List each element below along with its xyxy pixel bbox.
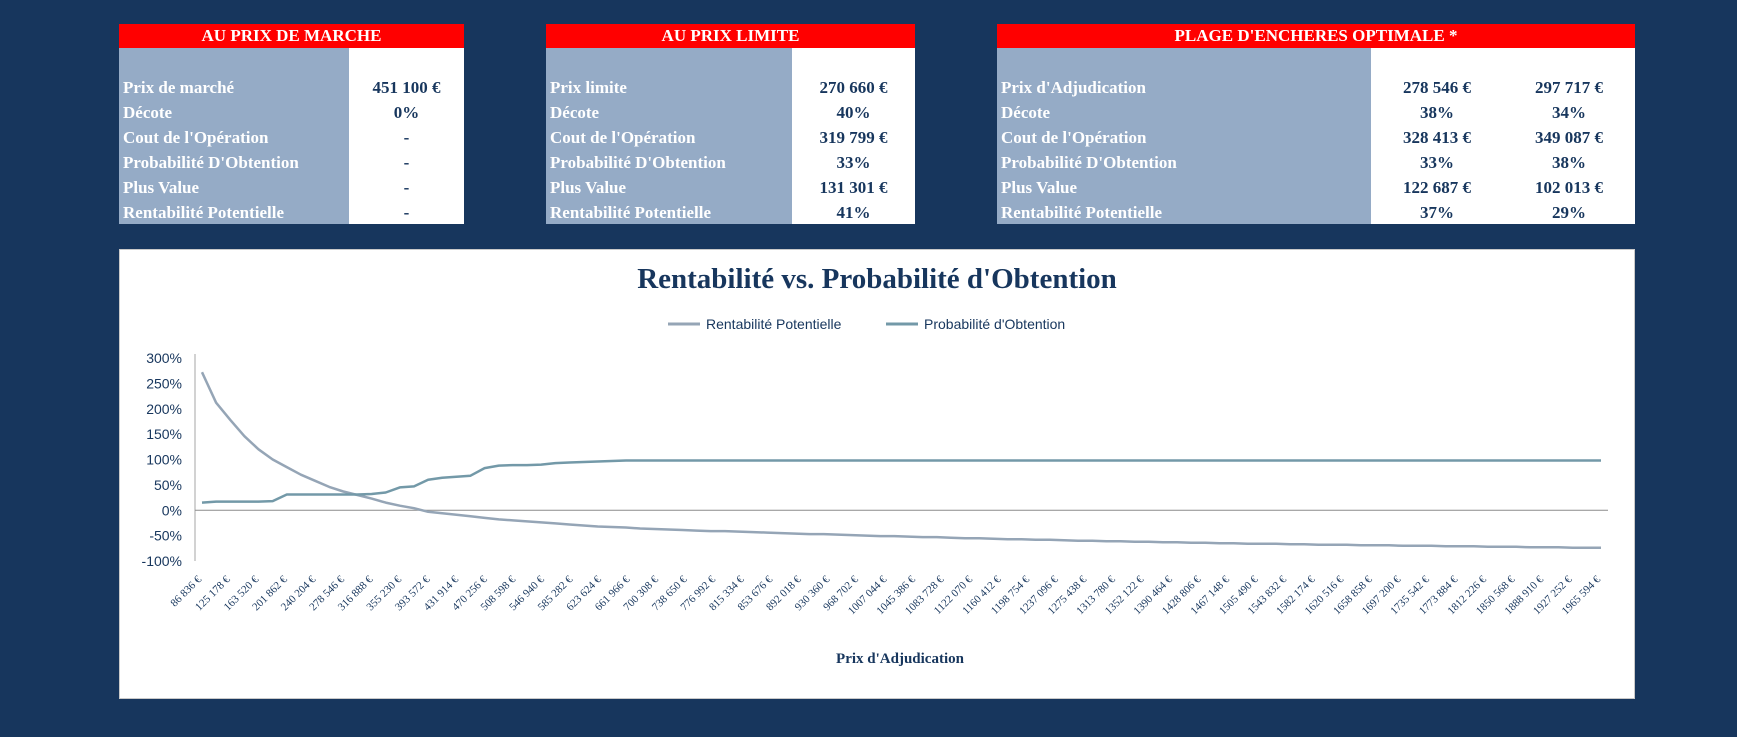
optimal-row-value: 34% [1552, 103, 1586, 122]
chart-title: Rentabilité vs. Probabilité d'Obtention [637, 263, 1117, 295]
line-chart: Rentabilité vs. Probabilité d'Obtention R… [142, 263, 1608, 667]
chart-container: Rentabilité vs. Probabilité d'Obtention R… [119, 249, 1635, 699]
panel-market-values [349, 48, 464, 224]
market-row-label: Décote [123, 103, 173, 122]
market-row-label: Cout de l'Opération [123, 128, 269, 147]
panel-market-labels [119, 48, 349, 224]
limit-row-value: 270 660 € [819, 78, 888, 97]
limit-row-value: 40% [836, 103, 871, 122]
limit-row-value: 319 799 € [819, 128, 888, 147]
panel-optimal-labels [997, 48, 1371, 224]
series-line-rentabilite [200, 371, 1601, 550]
market-row-label: Rentabilité Potentielle [123, 203, 284, 222]
market-row-value: 451 100 € [372, 78, 441, 97]
limit-row-label: Cout de l'Opération [550, 128, 696, 147]
optimal-row-value: 33% [1420, 153, 1454, 172]
optimal-row-value: 38% [1552, 153, 1586, 172]
market-row-value: - [403, 203, 410, 222]
market-row-label: Prix de marché [123, 78, 235, 97]
limit-row-label: Prix limite [550, 78, 627, 97]
optimal-row-label: Décote [1001, 103, 1051, 122]
legend-label-rentabilite: Rentabilité Potentielle [706, 316, 842, 332]
panel-limit-title: AU PRIX LIMITE [546, 24, 915, 48]
y-tick-label: 50% [154, 477, 182, 493]
market-row-value: 0% [393, 103, 420, 122]
optimal-row-label: Probabilité D'Obtention [1001, 153, 1177, 172]
y-tick-label: -50% [149, 528, 182, 544]
panel-optimal: PLAGE D'ENCHERES OPTIMALE * Prix d'Adjud… [997, 24, 1635, 224]
limit-row-label: Probabilité D'Obtention [550, 153, 726, 172]
optimal-row-value: 29% [1552, 203, 1586, 222]
market-row-value: - [403, 153, 410, 172]
optimal-row-label: Plus Value [1001, 178, 1078, 197]
y-tick-label: 0% [162, 502, 182, 518]
panel-market-title: AU PRIX DE MARCHE [119, 24, 464, 48]
series-line-probabilite [201, 459, 1601, 504]
y-tick-label: 100% [146, 452, 182, 468]
optimal-row-value: 37% [1420, 203, 1454, 222]
panel-limit-values [792, 48, 915, 224]
panel-optimal-title: PLAGE D'ENCHERES OPTIMALE * [997, 24, 1635, 48]
market-row-value: - [403, 178, 410, 197]
x-axis-title: Prix d'Adjudication [836, 651, 965, 667]
market-row-value: - [403, 128, 410, 147]
legend-label-probabilite: Probabilité d'Obtention [924, 316, 1065, 332]
y-tick-label: 250% [146, 375, 182, 391]
panel-market: AU PRIX DE MARCHE Prix de marché 451 100 … [119, 24, 464, 224]
optimal-row-value: 38% [1420, 103, 1454, 122]
market-row-label: Probabilité D'Obtention [123, 153, 299, 172]
y-tick-label: 150% [146, 426, 182, 442]
panel-limit: AU PRIX LIMITE Prix limite 270 660 € Décot… [546, 24, 915, 224]
y-tick-label: -100% [142, 553, 182, 569]
optimal-row-label: Rentabilité Potentielle [1001, 203, 1162, 222]
y-tick-label: 200% [146, 401, 182, 417]
y-tick-label: 300% [146, 350, 182, 366]
optimal-row-value: 102 013 € [1535, 178, 1603, 197]
optimal-row-label: Cout de l'Opération [1001, 128, 1147, 147]
optimal-row-value: 278 546 € [1403, 78, 1471, 97]
optimal-row-value: 328 413 € [1403, 128, 1471, 147]
limit-row-value: 33% [836, 153, 871, 172]
limit-row-value: 131 301 € [819, 178, 888, 197]
limit-row-label: Décote [550, 103, 600, 122]
limit-row-label: Plus Value [550, 178, 627, 197]
panel-limit-labels [546, 48, 792, 224]
optimal-row-value: 297 717 € [1535, 78, 1603, 97]
optimal-row-value: 122 687 € [1403, 178, 1471, 197]
optimal-row-value: 349 087 € [1535, 128, 1603, 147]
limit-row-value: 41% [836, 203, 871, 222]
optimal-row-label: Prix d'Adjudication [1001, 78, 1146, 97]
market-row-label: Plus Value [123, 178, 200, 197]
panel-optimal-values [1371, 48, 1635, 224]
limit-row-label: Rentabilité Potentielle [550, 203, 711, 222]
